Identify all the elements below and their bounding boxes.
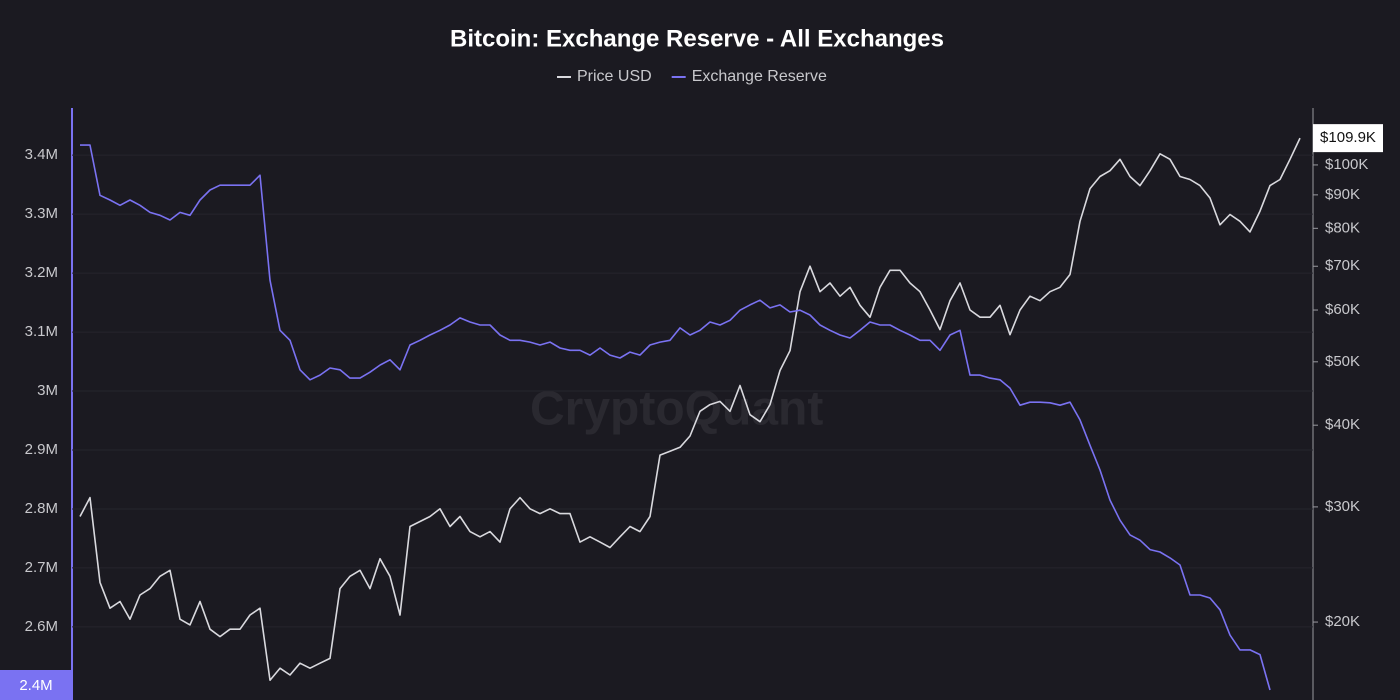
legend-label: Price USD: [577, 68, 652, 85]
y2-tick-label: $100K: [1325, 156, 1368, 173]
y-tick-label: 3.2M: [25, 264, 58, 281]
y-tick-label: 2.6M: [25, 618, 58, 635]
chart-title: Bitcoin: Exchange Reserve - All Exchange…: [450, 25, 944, 52]
y2-tick-label: $80K: [1325, 219, 1360, 236]
legend-label: Exchange Reserve: [692, 68, 827, 85]
series-line: [79, 137, 1301, 681]
y-tick-label: 2.7M: [25, 559, 58, 576]
y2-tick-label: $40K: [1325, 416, 1360, 433]
current-value-label: $109.9K: [1320, 129, 1376, 146]
y-tick-label: 3M: [37, 382, 58, 399]
y-tick-label: 3.1M: [25, 323, 58, 340]
series-line: [80, 144, 1271, 691]
y-tick-label: 2.9M: [25, 441, 58, 458]
y-tick-label: 2.8M: [25, 500, 58, 517]
current-value-tag: [0, 670, 72, 700]
y-tick-label: 3.4M: [25, 146, 58, 163]
y-tick-label: 3.3M: [25, 205, 58, 222]
y2-tick-label: $70K: [1325, 257, 1360, 274]
y2-tick-label: $30K: [1325, 498, 1360, 515]
y2-tick-label: $20K: [1325, 613, 1360, 630]
y2-tick-label: $50K: [1325, 353, 1360, 370]
current-value-label: 2.4M: [19, 677, 52, 694]
y2-tick-label: $90K: [1325, 186, 1360, 203]
current-value-tag: [1313, 124, 1383, 153]
y2-tick-label: $60K: [1325, 301, 1360, 318]
